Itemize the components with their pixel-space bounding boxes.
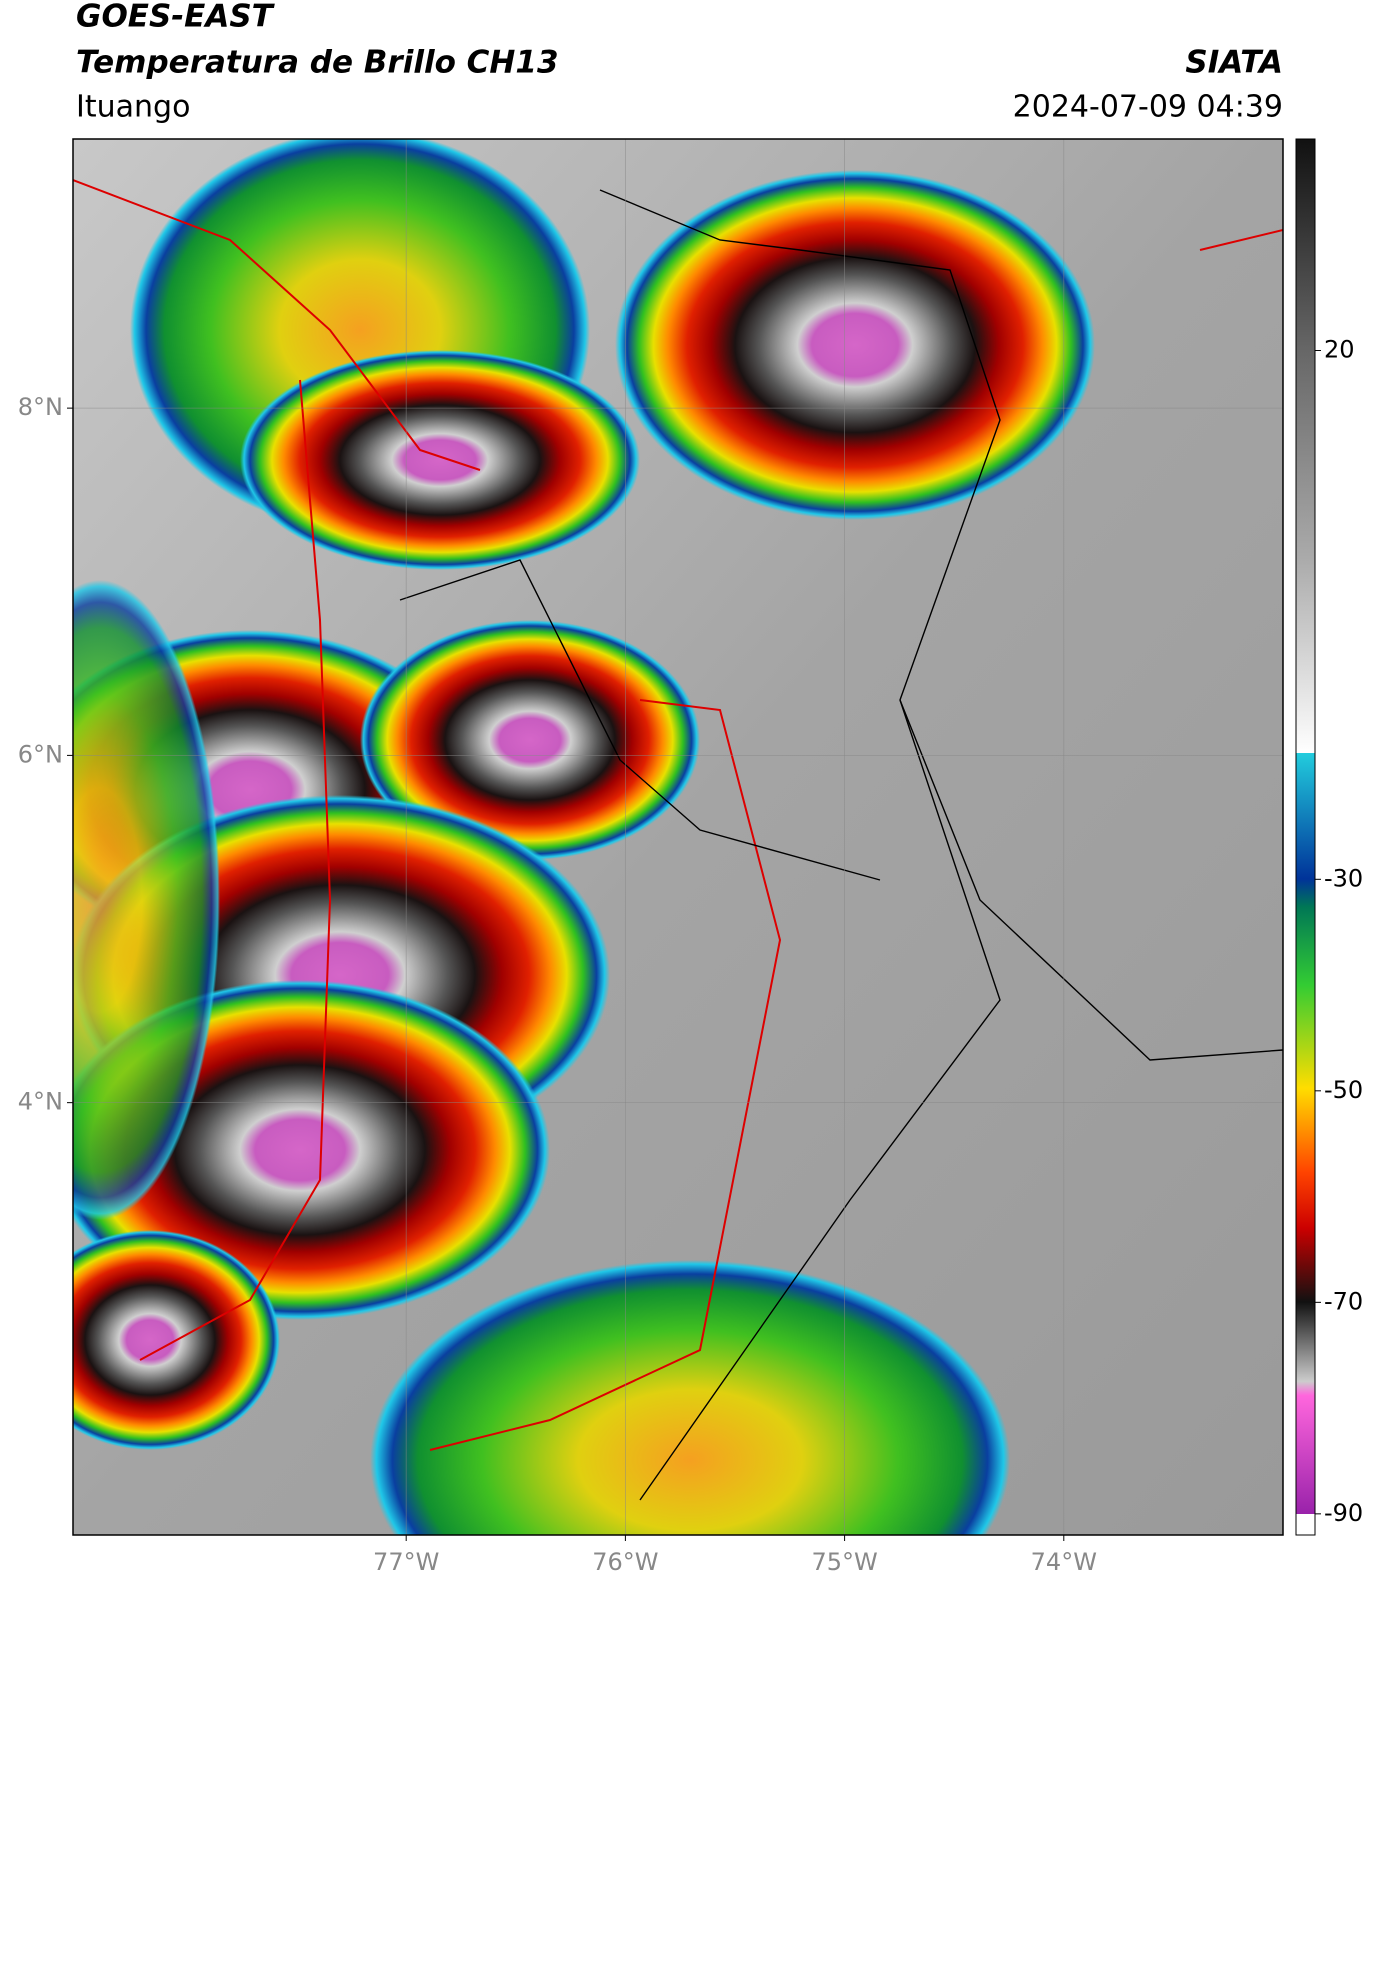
x-tick-label: 77°W bbox=[373, 1548, 439, 1576]
y-tick-label: 4°N bbox=[18, 1088, 63, 1116]
colorbar-tick-label: -30 bbox=[1324, 864, 1363, 892]
colorbar-tick-label: 20 bbox=[1324, 336, 1355, 364]
y-tick-label: 6°N bbox=[18, 740, 63, 768]
grid bbox=[73, 139, 1283, 1535]
colorbar-tick-label: -90 bbox=[1324, 1499, 1363, 1527]
map-frame bbox=[72, 138, 1284, 1536]
source: SIATA bbox=[1185, 45, 1283, 81]
location: Ituango bbox=[76, 90, 190, 125]
subtitle: Temperatura de Brillo CH13 bbox=[76, 45, 559, 81]
satellite-image bbox=[73, 139, 1283, 1535]
colorbar-tick-label: -70 bbox=[1324, 1287, 1363, 1315]
x-tick-label: 76°W bbox=[592, 1548, 658, 1576]
title: GOES-EAST bbox=[76, 0, 276, 35]
y-tick-label: 8°N bbox=[18, 393, 63, 421]
x-tick-label: 75°W bbox=[811, 1548, 877, 1576]
colorbar bbox=[1295, 138, 1316, 1536]
colorbar-tick-label: -50 bbox=[1324, 1076, 1363, 1104]
timestamp: 2024-07-09 04:39 bbox=[1013, 90, 1283, 125]
x-tick-label: 74°W bbox=[1031, 1548, 1097, 1576]
